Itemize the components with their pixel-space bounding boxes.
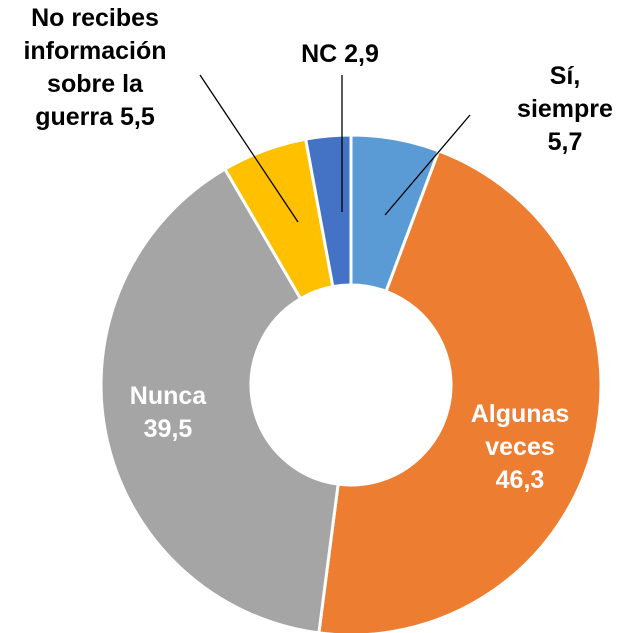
category-label: NC [301,40,338,68]
donut-segment [303,133,353,289]
donut-segment [317,148,603,633]
category-label: Nunca [129,382,207,410]
data-label: NC 2,9 [301,38,379,71]
data-label: Nunca 39,5 [130,380,206,446]
donut-segment [99,167,340,633]
data-label: No recibes información sobre la guerra 5… [23,2,166,134]
category-label: Sí, siempre [517,62,613,123]
data-label: Algunas veces 46,3 [465,398,576,497]
value-label: 5,5 [119,103,155,131]
category-label: No recibes información sobre la guerra [23,4,167,131]
value-label: 46,3 [495,466,545,494]
data-label: Sí, siempre 5,7 [517,60,613,159]
value-label: 2,9 [344,40,379,68]
value-label: 39,5 [143,415,193,443]
leader-line [199,74,299,223]
leader-line [384,114,471,216]
value-label: 5,7 [547,128,583,156]
category-label: Algunas veces [470,400,570,461]
